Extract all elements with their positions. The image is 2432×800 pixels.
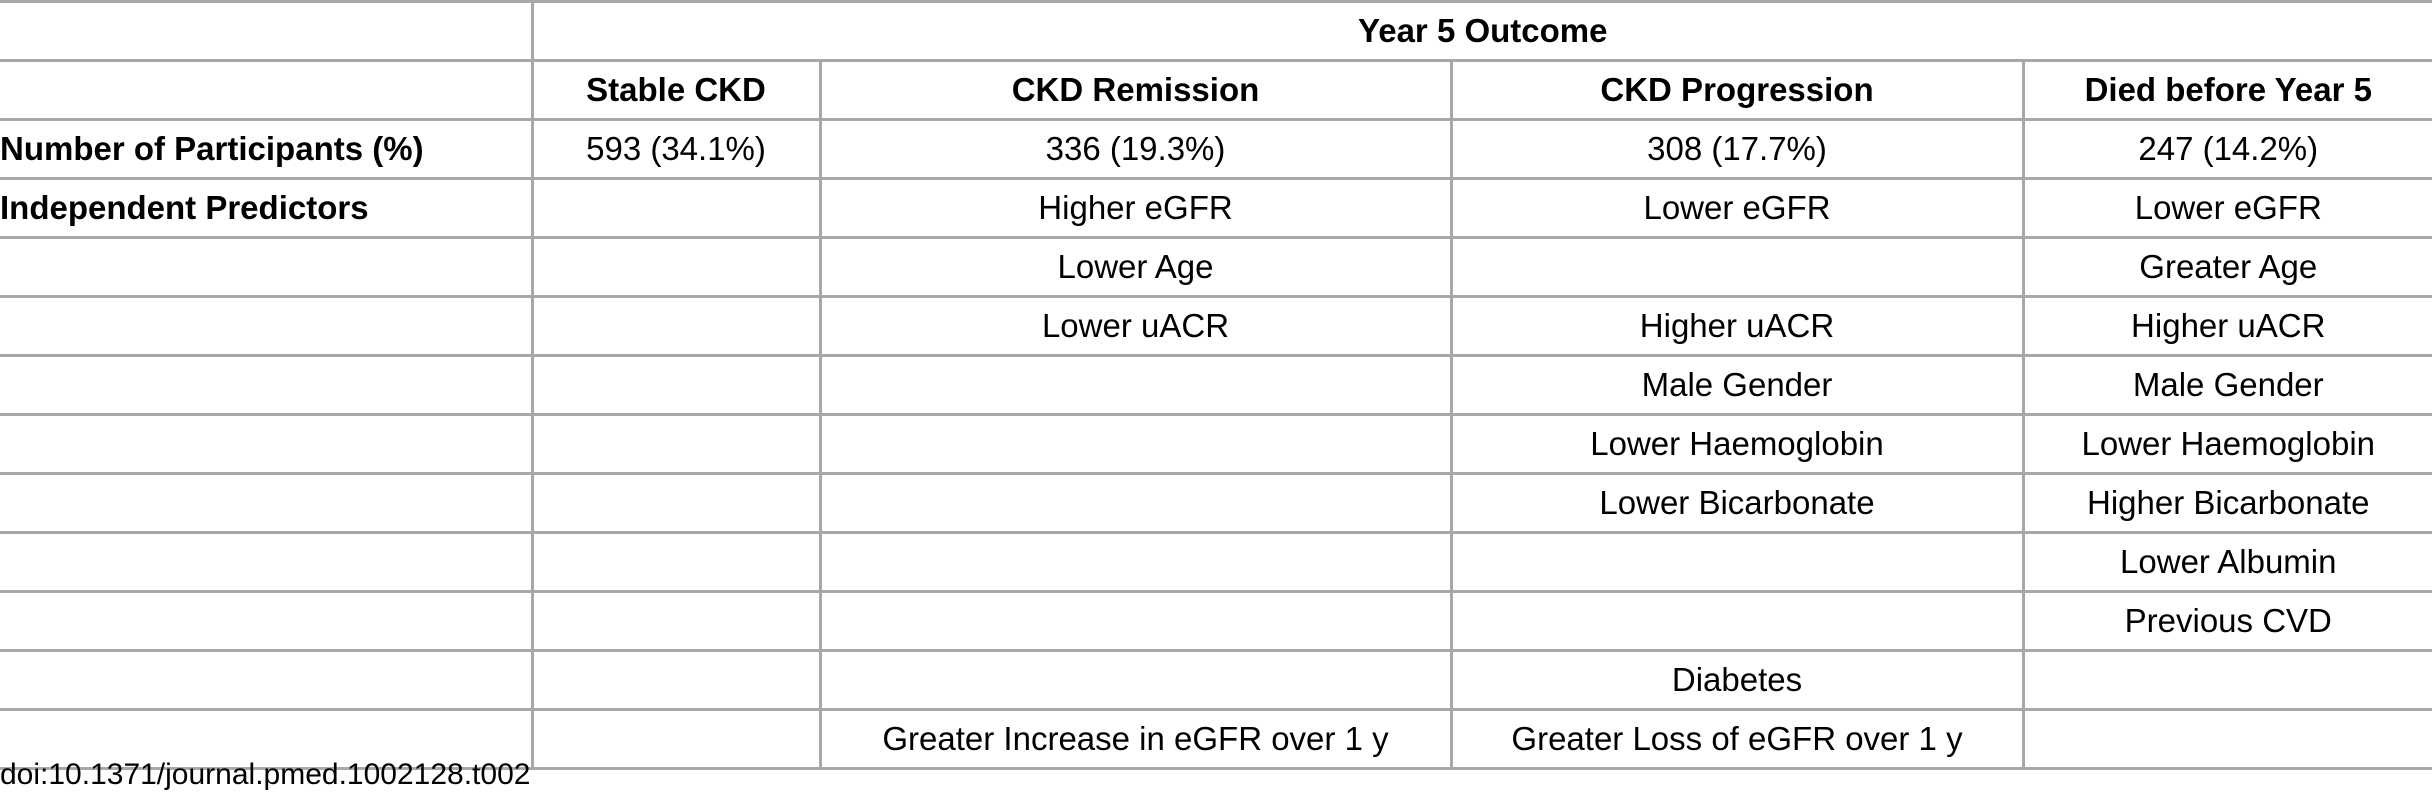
table-row: Lower Age Greater Age <box>0 237 2432 298</box>
row-label <box>0 296 532 357</box>
table-row: Lower uACR Higher uACR Higher uACR <box>0 296 2432 357</box>
table-cell: Greater Age <box>2021 237 2432 298</box>
table-cell: Diabetes <box>1449 650 2023 711</box>
row-label <box>0 414 532 475</box>
table-row: Previous CVD <box>0 591 2432 652</box>
table-body: Year 5 Outcome Stable CKD CKD Remission … <box>0 0 2432 770</box>
table-cell: Higher uACR <box>2021 296 2432 357</box>
table-cell <box>818 473 1451 534</box>
table-cell <box>530 650 820 711</box>
table-row: Greater Increase in eGFR over 1 y Greater… <box>0 709 2432 770</box>
row-label <box>0 650 532 711</box>
table-cell: Lower Haemoglobin <box>1449 414 2023 475</box>
column-header-ckd-progression: CKD Progression <box>1449 60 2023 121</box>
table-cell: Higher eGFR <box>818 178 1451 239</box>
group-header: Year 5 Outcome <box>530 0 2432 62</box>
row-label <box>0 709 532 770</box>
empty-header-cell <box>0 60 532 121</box>
table-row: Male Gender Male Gender <box>0 355 2432 416</box>
table-cell <box>530 709 820 770</box>
table-row: Number of Participants (%) 593 (34.1%) 336… <box>0 119 2432 180</box>
column-header-stable-ckd: Stable CKD <box>530 60 820 121</box>
row-label <box>0 237 532 298</box>
column-header-ckd-remission: CKD Remission <box>818 60 1451 121</box>
table-cell <box>1449 591 2023 652</box>
table-row: Diabetes <box>0 650 2432 711</box>
table-cell <box>530 473 820 534</box>
row-label: Independent Predictors <box>0 178 532 239</box>
table-cell <box>530 296 820 357</box>
table-cell <box>2021 650 2432 711</box>
table-cell: Lower Albumin <box>2021 532 2432 593</box>
outcome-table: Year 5 Outcome Stable CKD CKD Remission … <box>0 0 2432 770</box>
table-cell: Higher Bicarbonate <box>2021 473 2432 534</box>
column-header-row: Stable CKD CKD Remission CKD Progression… <box>0 60 2432 121</box>
table-row: Lower Albumin <box>0 532 2432 593</box>
empty-corner-cell <box>0 0 532 62</box>
table-cell: Male Gender <box>2021 355 2432 416</box>
table-cell: Lower uACR <box>818 296 1451 357</box>
table-cell: Lower eGFR <box>2021 178 2432 239</box>
row-label <box>0 473 532 534</box>
table-cell: 336 (19.3%) <box>818 119 1451 180</box>
table-cell: Lower eGFR <box>1449 178 2023 239</box>
row-label <box>0 591 532 652</box>
table-cell <box>530 237 820 298</box>
table-cell <box>818 355 1451 416</box>
table-cell <box>530 178 820 239</box>
table-cell: Lower Bicarbonate <box>1449 473 2023 534</box>
table-cell: Male Gender <box>1449 355 2023 416</box>
table-cell: 593 (34.1%) <box>530 119 820 180</box>
table-cell: Lower Age <box>818 237 1451 298</box>
table-cell: Greater Increase in eGFR over 1 y <box>818 709 1451 770</box>
table-row: Lower Haemoglobin Lower Haemoglobin <box>0 414 2432 475</box>
table-cell <box>818 414 1451 475</box>
table-row: Lower Bicarbonate Higher Bicarbonate <box>0 473 2432 534</box>
table-cell <box>530 591 820 652</box>
table-cell: Higher uACR <box>1449 296 2023 357</box>
group-header-row: Year 5 Outcome <box>0 0 2432 62</box>
doi-caption: doi:10.1371/journal.pmed.1002128.t002 <box>0 758 531 791</box>
row-label <box>0 355 532 416</box>
row-label: Number of Participants (%) <box>0 119 532 180</box>
table-cell <box>530 414 820 475</box>
table-cell: 308 (17.7%) <box>1449 119 2023 180</box>
table-cell: 247 (14.2%) <box>2021 119 2432 180</box>
table-cell: Greater Loss of eGFR over 1 y <box>1449 709 2023 770</box>
table-cell <box>1449 237 2023 298</box>
column-header-died: Died before Year 5 <box>2021 60 2432 121</box>
row-label <box>0 532 532 593</box>
table-cell <box>818 532 1451 593</box>
table-cell: Previous CVD <box>2021 591 2432 652</box>
table-cell <box>530 355 820 416</box>
table-cell: Lower Haemoglobin <box>2021 414 2432 475</box>
table-row: Independent Predictors Higher eGFR Lower e… <box>0 178 2432 239</box>
table-cell <box>818 591 1451 652</box>
table-cell <box>530 532 820 593</box>
table-cell <box>2021 709 2432 770</box>
table-cell <box>818 650 1451 711</box>
table-cell <box>1449 532 2023 593</box>
